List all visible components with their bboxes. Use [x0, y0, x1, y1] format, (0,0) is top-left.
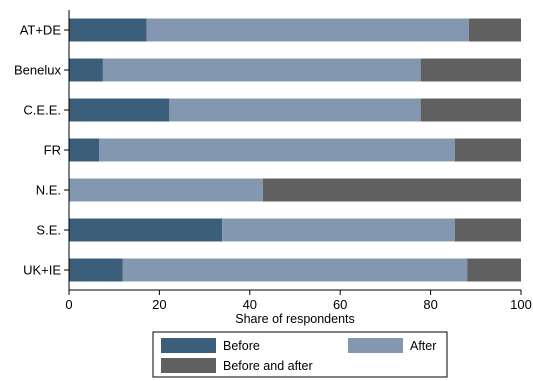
- x-tick-label: 20: [152, 297, 166, 312]
- x-tick-label: 0: [65, 297, 72, 312]
- y-tick-label: C.E.E.: [23, 103, 61, 118]
- y-axis: AT+DE Benelux C.E.E. FR N.E. S.E. UK+IE: [14, 10, 70, 290]
- bar-s-e-before-and-after: [455, 218, 521, 242]
- y-tick-label: FR: [44, 143, 61, 158]
- x-tick-label: 100: [510, 297, 532, 312]
- legend-swatch-after: [348, 338, 403, 353]
- bar-fr-before-and-after: [455, 138, 521, 162]
- bar-fr-before: [69, 138, 100, 162]
- bar-benelux-before-and-after: [420, 58, 521, 82]
- bar-s-e-before: [69, 218, 223, 242]
- y-tick-label: UK+IE: [23, 263, 61, 278]
- bar-uk-ie-before-and-after: [467, 258, 521, 282]
- bar-at-de-after: [146, 18, 470, 42]
- y-tick-label: N.E.: [36, 183, 61, 198]
- legend-label-after: After: [410, 339, 436, 353]
- bar-benelux-after: [102, 58, 421, 82]
- bar-n-e-after: [69, 178, 263, 202]
- legend-label-before: Before: [223, 339, 260, 353]
- bar-n-e-before-and-after: [262, 178, 521, 202]
- legend: Before After Before and after: [152, 331, 448, 378]
- x-axis: 0 20 40 60 80 100: [65, 289, 532, 312]
- legend-swatch-before: [161, 338, 216, 353]
- x-tick-label: 80: [423, 297, 437, 312]
- bar-benelux-before: [69, 58, 103, 82]
- bar-c-e-e-before-and-after: [420, 98, 521, 122]
- y-tick-label: AT+DE: [20, 23, 62, 38]
- y-tick-label: Benelux: [14, 63, 61, 78]
- bar-at-de-before: [69, 18, 147, 42]
- bar-fr-after: [99, 138, 456, 162]
- legend-label-before-and-after: Before and after: [223, 359, 313, 373]
- bars-group: [69, 18, 521, 282]
- bar-c-e-e-before: [69, 98, 170, 122]
- x-axis-title: Share of respondents: [235, 312, 355, 326]
- bar-s-e-after: [222, 218, 456, 242]
- x-tick-label: 60: [333, 297, 347, 312]
- x-tick-label: 40: [243, 297, 257, 312]
- bar-at-de-before-and-after: [469, 18, 521, 42]
- legend-swatch-before-and-after: [161, 358, 216, 373]
- y-tick-label: S.E.: [36, 223, 61, 238]
- bar-c-e-e-after: [169, 98, 421, 122]
- bar-uk-ie-after: [122, 258, 468, 282]
- bar-uk-ie-before: [69, 258, 123, 282]
